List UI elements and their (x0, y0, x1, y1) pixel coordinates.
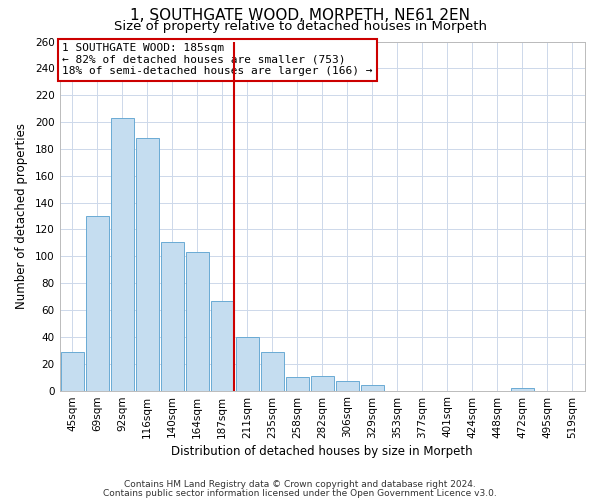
Bar (261, 352, 284, 391)
Bar (286, 377, 309, 390)
Text: Size of property relative to detached houses in Morpeth: Size of property relative to detached ho… (113, 20, 487, 33)
X-axis label: Distribution of detached houses by size in Morpeth: Distribution of detached houses by size … (172, 444, 473, 458)
Text: Contains HM Land Registry data © Crown copyright and database right 2024.: Contains HM Land Registry data © Crown c… (124, 480, 476, 489)
Text: 1 SOUTHGATE WOOD: 185sqm
← 82% of detached houses are smaller (753)
18% of semi-: 1 SOUTHGATE WOOD: 185sqm ← 82% of detach… (62, 43, 373, 76)
Bar (211, 300, 234, 390)
Bar (161, 242, 184, 390)
Bar (110, 118, 134, 390)
Bar (336, 381, 359, 390)
Bar (136, 138, 158, 390)
Bar (511, 388, 534, 390)
Text: Contains public sector information licensed under the Open Government Licence v3: Contains public sector information licen… (103, 488, 497, 498)
Bar (236, 337, 259, 390)
Y-axis label: Number of detached properties: Number of detached properties (15, 123, 28, 309)
Text: 1, SOUTHGATE WOOD, MORPETH, NE61 2EN: 1, SOUTHGATE WOOD, MORPETH, NE61 2EN (130, 8, 470, 22)
Bar (86, 216, 109, 390)
Bar (61, 352, 83, 391)
Bar (311, 376, 334, 390)
Bar (361, 385, 384, 390)
Bar (185, 252, 209, 390)
